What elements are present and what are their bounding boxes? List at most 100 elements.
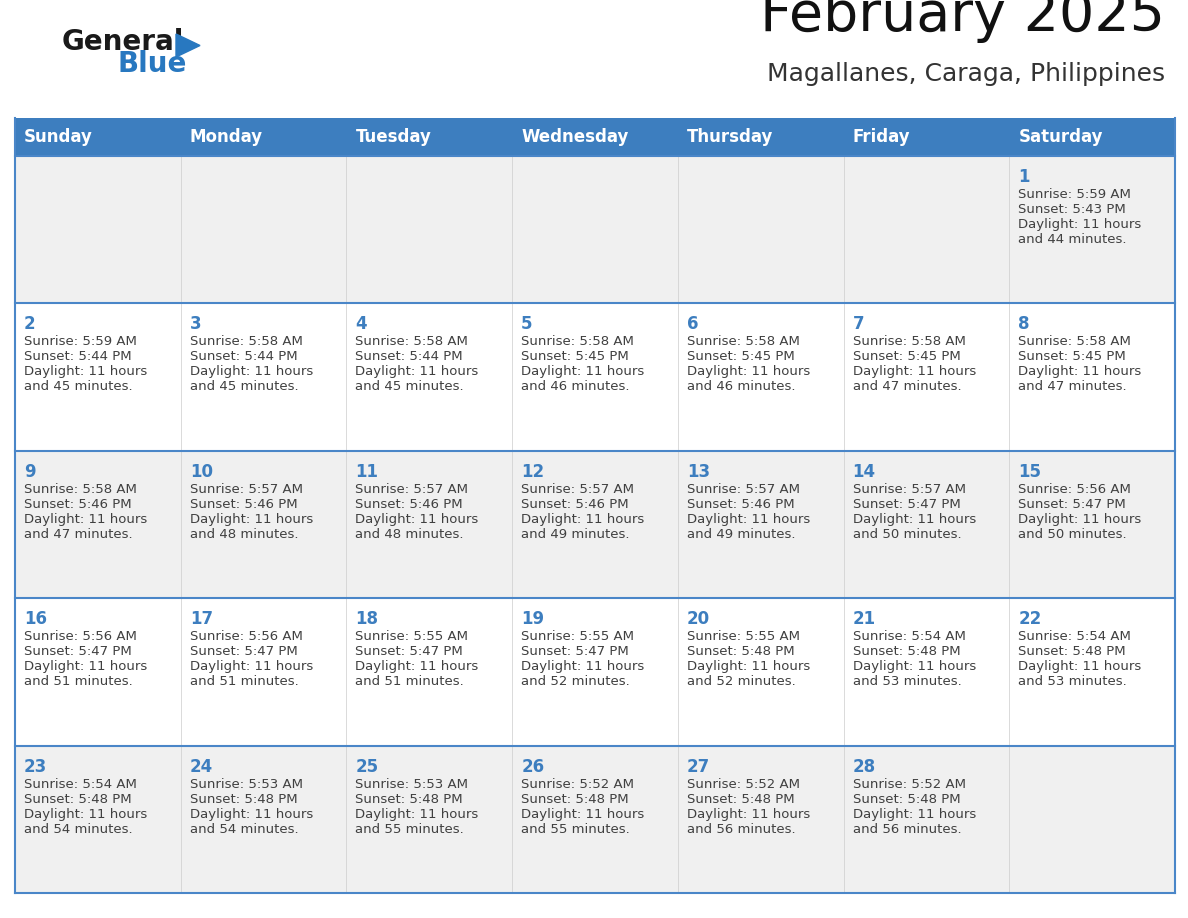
Bar bbox=[15, 304, 181, 451]
Text: Sunset: 5:48 PM: Sunset: 5:48 PM bbox=[1018, 645, 1126, 658]
Text: Sunrise: 5:56 AM: Sunrise: 5:56 AM bbox=[24, 630, 137, 644]
Text: and 55 minutes.: and 55 minutes. bbox=[522, 823, 630, 835]
Text: Sunset: 5:44 PM: Sunset: 5:44 PM bbox=[190, 351, 297, 364]
Text: Sunrise: 5:58 AM: Sunrise: 5:58 AM bbox=[190, 335, 303, 349]
Bar bbox=[15, 156, 181, 304]
Text: and 45 minutes.: and 45 minutes. bbox=[190, 380, 298, 394]
Text: Daylight: 11 hours: Daylight: 11 hours bbox=[190, 808, 312, 821]
Text: Sunset: 5:44 PM: Sunset: 5:44 PM bbox=[24, 351, 132, 364]
Bar bbox=[512, 304, 678, 451]
Bar bbox=[15, 451, 181, 599]
Bar bbox=[1010, 599, 1175, 745]
Text: and 53 minutes.: and 53 minutes. bbox=[853, 676, 961, 688]
Text: 1: 1 bbox=[1018, 168, 1030, 186]
Text: Sunday: Sunday bbox=[24, 128, 93, 146]
Bar bbox=[843, 599, 1010, 745]
Text: and 54 minutes.: and 54 minutes. bbox=[190, 823, 298, 835]
Text: 14: 14 bbox=[853, 463, 876, 481]
Text: Sunrise: 5:57 AM: Sunrise: 5:57 AM bbox=[190, 483, 303, 496]
Bar bbox=[181, 156, 347, 304]
Bar bbox=[678, 745, 843, 893]
Bar bbox=[1010, 304, 1175, 451]
Text: and 52 minutes.: and 52 minutes. bbox=[687, 676, 796, 688]
Text: Sunrise: 5:57 AM: Sunrise: 5:57 AM bbox=[355, 483, 468, 496]
Text: 3: 3 bbox=[190, 316, 201, 333]
Text: and 44 minutes.: and 44 minutes. bbox=[1018, 233, 1126, 246]
Text: Friday: Friday bbox=[853, 128, 910, 146]
Bar bbox=[678, 304, 843, 451]
Bar bbox=[678, 156, 843, 304]
Text: Sunset: 5:47 PM: Sunset: 5:47 PM bbox=[853, 498, 960, 510]
Text: Sunrise: 5:58 AM: Sunrise: 5:58 AM bbox=[853, 335, 966, 349]
Text: 4: 4 bbox=[355, 316, 367, 333]
Text: Daylight: 11 hours: Daylight: 11 hours bbox=[1018, 660, 1142, 673]
Bar bbox=[15, 118, 1175, 156]
Text: Daylight: 11 hours: Daylight: 11 hours bbox=[687, 660, 810, 673]
Text: Daylight: 11 hours: Daylight: 11 hours bbox=[355, 660, 479, 673]
Text: Sunrise: 5:52 AM: Sunrise: 5:52 AM bbox=[522, 778, 634, 790]
Text: Sunset: 5:47 PM: Sunset: 5:47 PM bbox=[24, 645, 132, 658]
Text: Thursday: Thursday bbox=[687, 128, 773, 146]
Text: Daylight: 11 hours: Daylight: 11 hours bbox=[522, 660, 644, 673]
Text: Sunset: 5:47 PM: Sunset: 5:47 PM bbox=[522, 645, 628, 658]
Text: Sunrise: 5:58 AM: Sunrise: 5:58 AM bbox=[24, 483, 137, 496]
Text: and 49 minutes.: and 49 minutes. bbox=[687, 528, 795, 541]
Text: and 46 minutes.: and 46 minutes. bbox=[522, 380, 630, 394]
Text: Sunrise: 5:55 AM: Sunrise: 5:55 AM bbox=[355, 630, 468, 644]
Text: and 53 minutes.: and 53 minutes. bbox=[1018, 676, 1127, 688]
Bar bbox=[512, 599, 678, 745]
Text: Sunrise: 5:55 AM: Sunrise: 5:55 AM bbox=[522, 630, 634, 644]
Text: Sunrise: 5:58 AM: Sunrise: 5:58 AM bbox=[355, 335, 468, 349]
Text: 15: 15 bbox=[1018, 463, 1042, 481]
Text: and 50 minutes.: and 50 minutes. bbox=[853, 528, 961, 541]
Text: and 48 minutes.: and 48 minutes. bbox=[355, 528, 465, 541]
Text: Daylight: 11 hours: Daylight: 11 hours bbox=[522, 513, 644, 526]
Text: Daylight: 11 hours: Daylight: 11 hours bbox=[24, 660, 147, 673]
Text: Daylight: 11 hours: Daylight: 11 hours bbox=[522, 808, 644, 821]
Text: 6: 6 bbox=[687, 316, 699, 333]
Text: 22: 22 bbox=[1018, 610, 1042, 628]
Text: Blue: Blue bbox=[118, 50, 188, 78]
Text: Daylight: 11 hours: Daylight: 11 hours bbox=[355, 365, 479, 378]
Text: Sunset: 5:45 PM: Sunset: 5:45 PM bbox=[1018, 351, 1126, 364]
Text: 8: 8 bbox=[1018, 316, 1030, 333]
Bar bbox=[347, 304, 512, 451]
Text: Daylight: 11 hours: Daylight: 11 hours bbox=[1018, 218, 1142, 231]
Text: Sunset: 5:48 PM: Sunset: 5:48 PM bbox=[522, 792, 628, 806]
Text: and 56 minutes.: and 56 minutes. bbox=[853, 823, 961, 835]
Text: Sunrise: 5:54 AM: Sunrise: 5:54 AM bbox=[24, 778, 137, 790]
Text: Daylight: 11 hours: Daylight: 11 hours bbox=[853, 513, 975, 526]
Text: Sunrise: 5:54 AM: Sunrise: 5:54 AM bbox=[853, 630, 966, 644]
Text: Daylight: 11 hours: Daylight: 11 hours bbox=[24, 513, 147, 526]
Text: and 47 minutes.: and 47 minutes. bbox=[853, 380, 961, 394]
Text: and 47 minutes.: and 47 minutes. bbox=[24, 528, 133, 541]
Bar bbox=[843, 304, 1010, 451]
Text: Sunrise: 5:56 AM: Sunrise: 5:56 AM bbox=[1018, 483, 1131, 496]
Bar bbox=[843, 451, 1010, 599]
Text: and 52 minutes.: and 52 minutes. bbox=[522, 676, 630, 688]
Text: Daylight: 11 hours: Daylight: 11 hours bbox=[190, 660, 312, 673]
Bar bbox=[181, 745, 347, 893]
Text: Sunset: 5:48 PM: Sunset: 5:48 PM bbox=[24, 792, 132, 806]
Text: Daylight: 11 hours: Daylight: 11 hours bbox=[853, 808, 975, 821]
Text: Sunrise: 5:59 AM: Sunrise: 5:59 AM bbox=[1018, 188, 1131, 201]
Text: Sunset: 5:46 PM: Sunset: 5:46 PM bbox=[355, 498, 463, 510]
Text: 24: 24 bbox=[190, 757, 213, 776]
Text: 13: 13 bbox=[687, 463, 710, 481]
Text: 23: 23 bbox=[24, 757, 48, 776]
Text: 12: 12 bbox=[522, 463, 544, 481]
Text: Sunset: 5:44 PM: Sunset: 5:44 PM bbox=[355, 351, 463, 364]
Text: Sunset: 5:46 PM: Sunset: 5:46 PM bbox=[522, 498, 628, 510]
Text: Daylight: 11 hours: Daylight: 11 hours bbox=[355, 808, 479, 821]
Bar bbox=[843, 156, 1010, 304]
Text: 25: 25 bbox=[355, 757, 379, 776]
Bar bbox=[347, 745, 512, 893]
Bar bbox=[15, 599, 181, 745]
Text: Sunrise: 5:53 AM: Sunrise: 5:53 AM bbox=[355, 778, 468, 790]
Text: Daylight: 11 hours: Daylight: 11 hours bbox=[1018, 513, 1142, 526]
Bar bbox=[678, 599, 843, 745]
Text: Tuesday: Tuesday bbox=[355, 128, 431, 146]
Text: Sunrise: 5:53 AM: Sunrise: 5:53 AM bbox=[190, 778, 303, 790]
Text: Daylight: 11 hours: Daylight: 11 hours bbox=[687, 365, 810, 378]
Polygon shape bbox=[176, 34, 200, 57]
